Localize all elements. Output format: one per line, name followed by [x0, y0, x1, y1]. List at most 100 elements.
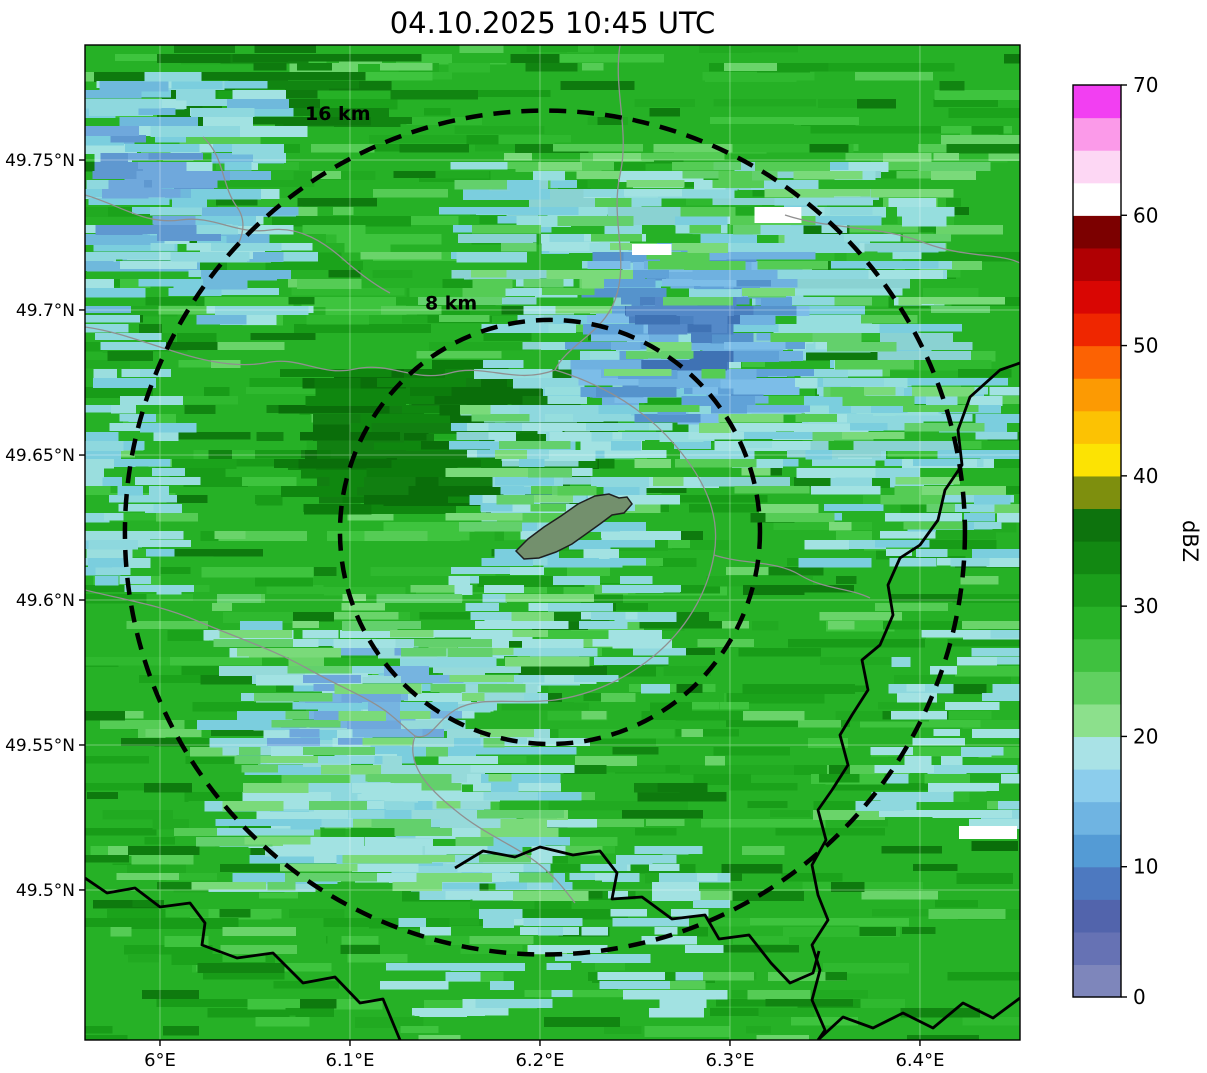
radar-cell [928, 909, 1006, 919]
radar-cell [472, 243, 500, 254]
radar-cell [510, 189, 550, 200]
radar-cell [476, 810, 557, 819]
radar-cell [141, 396, 239, 405]
radar-cell [330, 450, 406, 459]
radar-cell [454, 180, 507, 190]
radar-cell [549, 234, 601, 243]
radar-cell [484, 414, 577, 423]
radar-cell [410, 477, 490, 486]
radar-cell [742, 684, 855, 695]
radar-cell [209, 936, 306, 945]
radar-cell [903, 234, 951, 242]
radar-cell [370, 567, 496, 576]
radar-cell [200, 675, 258, 685]
radar-cell [472, 225, 541, 234]
radar-cell [621, 810, 703, 819]
radar-cell [144, 117, 198, 126]
radar-cell [613, 873, 640, 882]
radar-cell [156, 513, 198, 522]
radar-cell [310, 648, 379, 656]
radar-cell [836, 576, 857, 585]
radar-cell [743, 585, 805, 595]
radar-cell [453, 144, 537, 152]
radar-cell [603, 486, 640, 495]
radar-cell [808, 738, 848, 749]
radar-cell [304, 504, 372, 515]
radar-cell [172, 198, 207, 208]
radar-cell [483, 738, 505, 748]
radar-cell [699, 423, 731, 433]
radar-cell [842, 432, 905, 440]
radar-cell [875, 540, 930, 548]
radar-cell [104, 513, 176, 521]
radar-cell [634, 315, 680, 325]
radar-cell [713, 162, 741, 170]
radar-cell [256, 432, 284, 441]
colorbar-segment [1073, 736, 1121, 770]
radar-cell [297, 63, 333, 71]
radar-cell [784, 234, 845, 244]
radar-cell [85, 315, 140, 323]
radar-cell [312, 423, 352, 433]
radar-cell [389, 630, 434, 638]
radar-cell [612, 918, 690, 927]
radar-cell [122, 225, 167, 234]
radar-cell [936, 225, 1003, 235]
radar-cell [726, 720, 850, 728]
radar-cell [325, 306, 407, 315]
radar-cell [472, 279, 513, 289]
radar-cell [626, 180, 685, 188]
radar-cell [581, 594, 624, 604]
radar-cell [425, 639, 493, 648]
radar-cell [461, 693, 485, 702]
radar-cell [175, 180, 315, 188]
radar-cell [964, 513, 996, 522]
radar-cell [886, 162, 943, 170]
x-tick-label: 6.2°E [515, 1050, 564, 1071]
radar-cell [447, 648, 493, 658]
radar-cell [623, 990, 688, 1000]
radar-cell [471, 234, 606, 245]
radar-cell [320, 765, 381, 775]
radar-cell [183, 477, 248, 487]
colorbar-segment [1073, 638, 1121, 672]
radar-cell [990, 630, 1020, 639]
radar-cell [445, 513, 523, 521]
radar-cell [555, 954, 628, 962]
radar-cell [184, 405, 216, 415]
radar-cell [875, 603, 949, 612]
radar-cell [102, 810, 174, 820]
colorbar-segment [1073, 834, 1121, 868]
radar-cell [525, 63, 578, 72]
radar-cell [997, 801, 1020, 810]
radar-cell [885, 513, 963, 522]
radar-cell [351, 864, 419, 873]
radar-cell [411, 810, 517, 820]
radar-cell [884, 459, 915, 467]
radar-cell [995, 387, 1020, 395]
radar-cell [741, 468, 771, 476]
white-streak-2 [754, 207, 802, 224]
radar-cell [313, 711, 363, 721]
radar-cell [716, 945, 799, 953]
radar-cell [975, 414, 1020, 424]
radar-cell [393, 171, 436, 179]
radar-cell [328, 54, 422, 62]
radar-cell [92, 378, 156, 388]
colorbar-tick-label: 40 [1133, 464, 1158, 488]
colorbar-segment [1073, 964, 1121, 998]
radar-cell [625, 306, 696, 317]
radar-cell [567, 45, 594, 53]
radar-cell [646, 378, 699, 388]
radar-cell [738, 441, 772, 448]
radar-cell [806, 306, 865, 315]
radar-cell [791, 216, 882, 226]
radar-cell [421, 783, 462, 791]
radar-cell [736, 396, 829, 407]
radar-cell [201, 207, 269, 218]
colorbar-segment [1073, 378, 1121, 412]
radar-cell [315, 387, 417, 396]
radar-cell [497, 639, 540, 647]
radar-cell [218, 531, 307, 541]
radar-cell [739, 918, 871, 926]
